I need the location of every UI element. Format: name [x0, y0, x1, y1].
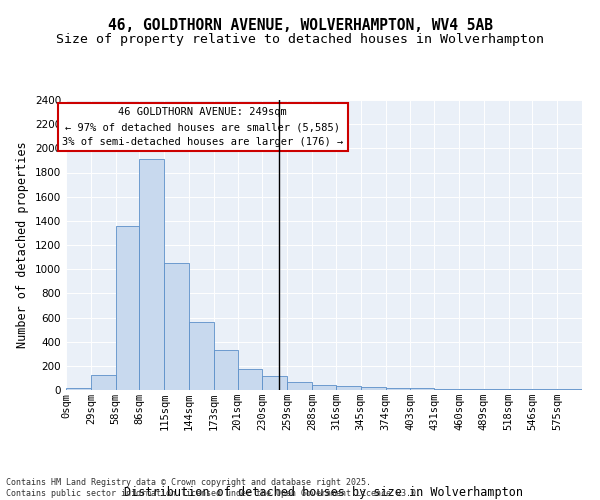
Bar: [189, 322, 214, 390]
Bar: [66, 388, 91, 390]
Text: 46, GOLDTHORN AVENUE, WOLVERHAMPTON, WV4 5AB: 46, GOLDTHORN AVENUE, WOLVERHAMPTON, WV4…: [107, 18, 493, 32]
Text: Size of property relative to detached houses in Wolverhampton: Size of property relative to detached ho…: [56, 32, 544, 46]
Y-axis label: Number of detached properties: Number of detached properties: [16, 142, 29, 348]
Bar: [386, 388, 410, 390]
Bar: [336, 386, 361, 390]
Bar: [410, 388, 434, 390]
Bar: [164, 262, 189, 390]
Bar: [262, 376, 287, 390]
Bar: [312, 385, 336, 390]
Bar: [557, 388, 582, 390]
X-axis label: Distribution of detached houses by size in Wolverhampton: Distribution of detached houses by size …: [125, 486, 523, 499]
Bar: [116, 226, 139, 390]
Bar: [287, 382, 312, 390]
Bar: [91, 375, 116, 390]
Bar: [361, 387, 386, 390]
Text: Contains HM Land Registry data © Crown copyright and database right 2025.
Contai: Contains HM Land Registry data © Crown c…: [6, 478, 421, 498]
Bar: [139, 159, 164, 390]
Bar: [214, 350, 238, 390]
Text: 46 GOLDTHORN AVENUE: 249sqm
← 97% of detached houses are smaller (5,585)
3% of s: 46 GOLDTHORN AVENUE: 249sqm ← 97% of det…: [62, 108, 343, 147]
Bar: [459, 389, 484, 390]
Bar: [238, 370, 262, 390]
